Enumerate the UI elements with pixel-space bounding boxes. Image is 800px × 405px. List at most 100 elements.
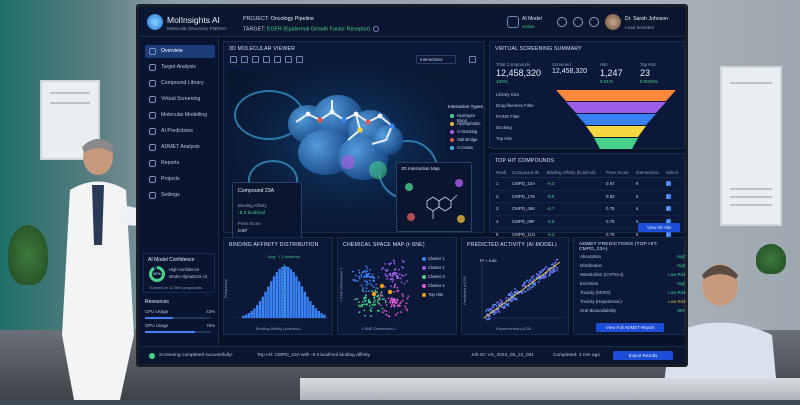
tsne-point bbox=[365, 287, 368, 290]
sidebar-item-reports[interactable]: Reports bbox=[145, 157, 215, 170]
scatter-point bbox=[527, 281, 530, 284]
sidebar-item-compound-library[interactable]: Compound Library bbox=[145, 77, 215, 90]
admet-label: Oral Bioavailability bbox=[580, 308, 617, 313]
histogram-bar bbox=[278, 268, 281, 318]
legend-label: Cluster 3 bbox=[428, 274, 445, 279]
tsne-point bbox=[377, 299, 379, 301]
cpu-bar bbox=[145, 317, 211, 319]
help-icon[interactable] bbox=[573, 17, 583, 27]
admet-row: Metabolism (CYP3A4) Low Risk bbox=[580, 272, 685, 277]
tsne-point bbox=[392, 290, 395, 293]
predicted-activity-panel: PREDICTED ACTIVITY (AI MODEL) R² = 0.85 … bbox=[461, 237, 569, 335]
project-label[interactable]: PROJECT: Oncology Pipeline bbox=[243, 16, 314, 22]
histogram-bar bbox=[242, 315, 245, 318]
legend-pi-stacking: π-Stacking bbox=[450, 129, 477, 134]
histogram-bar bbox=[300, 286, 304, 318]
tsne-point bbox=[363, 309, 366, 312]
rotate-icon[interactable] bbox=[230, 56, 237, 63]
tsne-point bbox=[362, 287, 364, 289]
checkbox[interactable]: ✓ bbox=[665, 206, 671, 212]
gear-icon[interactable] bbox=[589, 17, 599, 27]
checkbox[interactable]: ✓ bbox=[665, 219, 671, 225]
pan-icon[interactable] bbox=[252, 56, 259, 63]
chip-icon bbox=[507, 16, 519, 28]
filter-icon bbox=[149, 96, 156, 103]
bell-icon[interactable] bbox=[557, 17, 567, 27]
view-all-hits-button[interactable]: View All Hits bbox=[638, 223, 680, 232]
target-label[interactable]: TARGET: EGFR (Epidermal Growth Factor Re… bbox=[243, 26, 380, 32]
avatar[interactable] bbox=[605, 14, 621, 30]
measure-icon[interactable] bbox=[274, 56, 281, 63]
table-row[interactable]: 3 CMPD_45K -8.7 0.78 6 ✓ bbox=[494, 202, 682, 216]
checkbox[interactable]: ✓ bbox=[665, 231, 671, 237]
histogram-bar bbox=[292, 272, 295, 318]
tsne-point bbox=[351, 270, 354, 273]
tsne-point bbox=[392, 259, 395, 262]
sidebar-item-settings[interactable]: Settings bbox=[145, 189, 215, 202]
export-results-button[interactable]: Export Results bbox=[613, 351, 673, 360]
cpu-value: 43% bbox=[206, 309, 215, 314]
admet-report-button[interactable]: View Full ADMET Report bbox=[596, 323, 664, 332]
interactions-dropdown[interactable]: Interactions bbox=[416, 55, 456, 64]
scatter-point bbox=[491, 306, 494, 309]
tsne-point bbox=[380, 268, 383, 271]
histogram-bar bbox=[256, 305, 259, 318]
tsne-point bbox=[400, 274, 403, 277]
tsne-point bbox=[385, 313, 388, 316]
admet-title: ADMET PREDICTIONS (TOP HIT: CMPD_23A) bbox=[579, 242, 658, 252]
scatter-point bbox=[487, 318, 489, 321]
checkbox[interactable]: ✓ bbox=[665, 193, 671, 199]
sidebar-item-overview[interactable]: Overview bbox=[145, 45, 215, 58]
gpu-bar-fill bbox=[145, 331, 196, 333]
sidebar-item-admet-analysis[interactable]: ADMET Analysis bbox=[145, 141, 215, 154]
confidence-title: AI Model Confidence bbox=[148, 257, 195, 263]
tsne-point bbox=[370, 307, 373, 310]
select-icon[interactable] bbox=[263, 56, 270, 63]
scatter-point bbox=[532, 274, 535, 277]
camera-icon[interactable] bbox=[296, 56, 303, 63]
legend-label: Cluster 1 bbox=[428, 256, 445, 261]
tsne-point bbox=[370, 276, 373, 279]
chem-space-title: CHEMICAL SPACE MAP (t-SNE) bbox=[343, 242, 425, 248]
tsne-point bbox=[396, 312, 399, 315]
label-icon[interactable] bbox=[285, 56, 292, 63]
tsne-point bbox=[406, 297, 409, 300]
scatter-point bbox=[499, 299, 502, 301]
funnel-stage-library bbox=[556, 90, 676, 101]
tsne-point bbox=[376, 287, 379, 290]
tsne-point bbox=[384, 268, 387, 271]
sidebar-item-projects[interactable]: Projects bbox=[145, 173, 215, 186]
tsne-point bbox=[370, 315, 372, 318]
cell-select: ✓ bbox=[663, 177, 682, 191]
sidebar-item-ai-predictions[interactable]: AI Predictions bbox=[145, 125, 215, 138]
sidebar-item-target-analysis[interactable]: Target Analysis bbox=[145, 61, 215, 74]
ai-model-status[interactable]: AI Model Active bbox=[507, 14, 547, 32]
tsne-point bbox=[371, 284, 374, 287]
zoom-icon[interactable] bbox=[241, 56, 248, 63]
tsne-point bbox=[379, 294, 382, 297]
tsne-point bbox=[364, 270, 367, 273]
funnel-stage-pains bbox=[576, 114, 656, 125]
hits-label: Hits bbox=[600, 62, 608, 67]
sidebar-item-molecular-modelling[interactable]: Molecular Modelling bbox=[145, 109, 215, 122]
cluster-legend-item: Cluster 3 bbox=[422, 274, 445, 279]
cell-affinity: -8.5 bbox=[544, 215, 605, 229]
ai-confidence-card: AI Model Confidence 92% High confidence … bbox=[143, 253, 215, 293]
scatter-point bbox=[552, 271, 555, 274]
affinity-annotation: Avg: -7.2 kcal/mol bbox=[268, 254, 300, 259]
tsne-point bbox=[394, 314, 397, 317]
tsne-point bbox=[393, 273, 396, 275]
sidebar-item-virtual-screening[interactable]: Virtual Screening bbox=[145, 93, 215, 106]
column-header: Binding Affinity (kcal/mol) bbox=[544, 168, 605, 178]
checkbox[interactable]: ✓ bbox=[665, 181, 671, 187]
expand-icon[interactable] bbox=[469, 56, 476, 63]
tsne-point bbox=[394, 267, 397, 270]
scatter-point bbox=[515, 298, 518, 301]
table-row[interactable]: 2 CMPD_178 -8.9 0.82 5 ✓ bbox=[494, 190, 682, 204]
tsne-point bbox=[374, 288, 377, 291]
legend-pi-cation: π-Cation bbox=[450, 145, 473, 150]
info-icon[interactable] bbox=[373, 26, 380, 32]
legend-swatch bbox=[450, 130, 454, 134]
tsne-point bbox=[385, 310, 388, 313]
table-row[interactable]: 1 CMPD_23A -9.3 0.87 6 ✓ bbox=[494, 177, 682, 191]
